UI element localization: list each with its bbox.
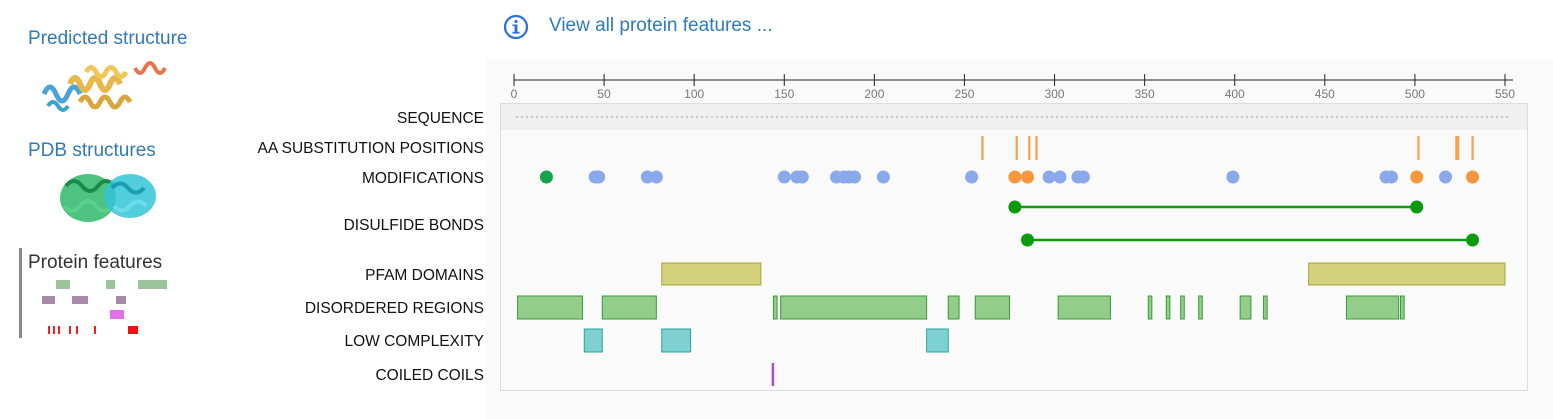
- disordered-region-box[interactable]: [1147, 295, 1153, 320]
- protein-features-link[interactable]: Protein features: [28, 252, 163, 273]
- axis-tick-label: 350: [1135, 87, 1155, 101]
- disordered-region-box[interactable]: [601, 295, 657, 320]
- features-header: [236, 0, 1553, 60]
- disordered-region-box[interactable]: [1165, 295, 1171, 320]
- axis-tick-label: 50: [597, 87, 611, 101]
- track-label-low-complexity: LOW COMPLEXITY: [344, 333, 484, 350]
- info-circle-icon[interactable]: [503, 14, 529, 40]
- pdb-structures-thumbnail[interactable]: [52, 166, 162, 228]
- track-label-modifications: MODIFICATIONS: [362, 170, 484, 187]
- low-complexity-box[interactable]: [583, 328, 603, 353]
- disordered-region-box[interactable]: [1399, 295, 1405, 320]
- active-section-indicator: [19, 248, 22, 338]
- disulfide-bond-start[interactable]: [1008, 200, 1022, 214]
- modification-dot[interactable]: [640, 170, 654, 184]
- modification-dot[interactable]: [1008, 170, 1022, 184]
- sidebar: Predicted structure PDB structures Prote…: [0, 0, 236, 419]
- axis-tick-label: 450: [1315, 87, 1335, 101]
- track-labels: [236, 60, 486, 419]
- disordered-region-box[interactable]: [1180, 295, 1185, 320]
- axis-tick-label: 400: [1225, 87, 1245, 101]
- modification-dot[interactable]: [1439, 170, 1453, 184]
- axis-tick-label: 300: [1045, 87, 1065, 101]
- pdb-structures-link[interactable]: PDB structures: [28, 140, 156, 161]
- pfam-domain-box[interactable]: [1308, 262, 1506, 286]
- axis-tick-label: 150: [774, 87, 794, 101]
- low-complexity-box[interactable]: [661, 328, 692, 353]
- disordered-region-box[interactable]: [517, 295, 583, 320]
- disordered-region-box[interactable]: [974, 295, 1010, 320]
- disulfide-bond-start[interactable]: [1021, 233, 1035, 247]
- disordered-region-box[interactable]: [772, 295, 778, 320]
- disulfide-bond-end[interactable]: [1466, 233, 1480, 247]
- axis-tick-label: 100: [684, 87, 704, 101]
- modification-dot[interactable]: [965, 170, 979, 184]
- axis-tick-label: 0: [511, 87, 518, 101]
- axis-tick-label: 500: [1405, 87, 1425, 101]
- disordered-region-box[interactable]: [1345, 295, 1400, 320]
- modification-dot[interactable]: [848, 170, 862, 184]
- modification-dot[interactable]: [1042, 170, 1056, 184]
- disordered-region-box[interactable]: [1263, 295, 1268, 320]
- disordered-region-box[interactable]: [1057, 295, 1111, 320]
- pfam-domain-box[interactable]: [661, 262, 762, 286]
- modification-dot[interactable]: [649, 170, 663, 184]
- modification-dot[interactable]: [592, 170, 606, 184]
- axis-tick-label: 550: [1495, 87, 1515, 101]
- modification-dot[interactable]: [1410, 170, 1424, 184]
- axis-tick-label: 200: [864, 87, 884, 101]
- modification-dot[interactable]: [795, 170, 809, 184]
- coiled-coil-box[interactable]: [771, 363, 775, 386]
- disulfide-bond-end[interactable]: [1410, 200, 1424, 214]
- track-label-pfam-domains: PFAM DOMAINS: [365, 267, 484, 284]
- modification-dot[interactable]: [876, 170, 890, 184]
- predicted-structure-thumbnail[interactable]: [40, 54, 170, 114]
- disordered-region-box[interactable]: [1239, 295, 1252, 320]
- view-all-features-link[interactable]: View all protein features ...: [549, 15, 773, 36]
- disordered-region-box[interactable]: [780, 295, 928, 320]
- modification-dot[interactable]: [777, 170, 791, 184]
- modification-dot[interactable]: [1466, 170, 1480, 184]
- disordered-region-box[interactable]: [947, 295, 960, 320]
- predicted-structure-link[interactable]: Predicted structure: [28, 28, 188, 49]
- disordered-region-box[interactable]: [1198, 295, 1203, 320]
- low-complexity-box[interactable]: [926, 328, 949, 353]
- sequence-track-bg: [501, 104, 1527, 130]
- modification-dot[interactable]: [1226, 170, 1240, 184]
- track-label-disulfide-bonds: DISULFIDE BONDS: [343, 217, 484, 234]
- modification-dot[interactable]: [1021, 170, 1035, 184]
- modification-dot[interactable]: [1384, 170, 1398, 184]
- axis-tick-label: 250: [954, 87, 974, 101]
- modification-dot[interactable]: [1076, 170, 1090, 184]
- track-label-disordered-regions: DISORDERED REGIONS: [304, 300, 484, 317]
- track-label-coiled-coils: COILED COILS: [375, 367, 484, 384]
- track-label-sequence: SEQUENCE: [397, 110, 484, 127]
- modification-dot[interactable]: [539, 170, 553, 184]
- modification-dot[interactable]: [1053, 170, 1067, 184]
- track-label-aa-substitutions: AA SUBSTITUTION POSITIONS: [257, 140, 484, 157]
- protein-features-thumbnail[interactable]: [36, 278, 176, 338]
